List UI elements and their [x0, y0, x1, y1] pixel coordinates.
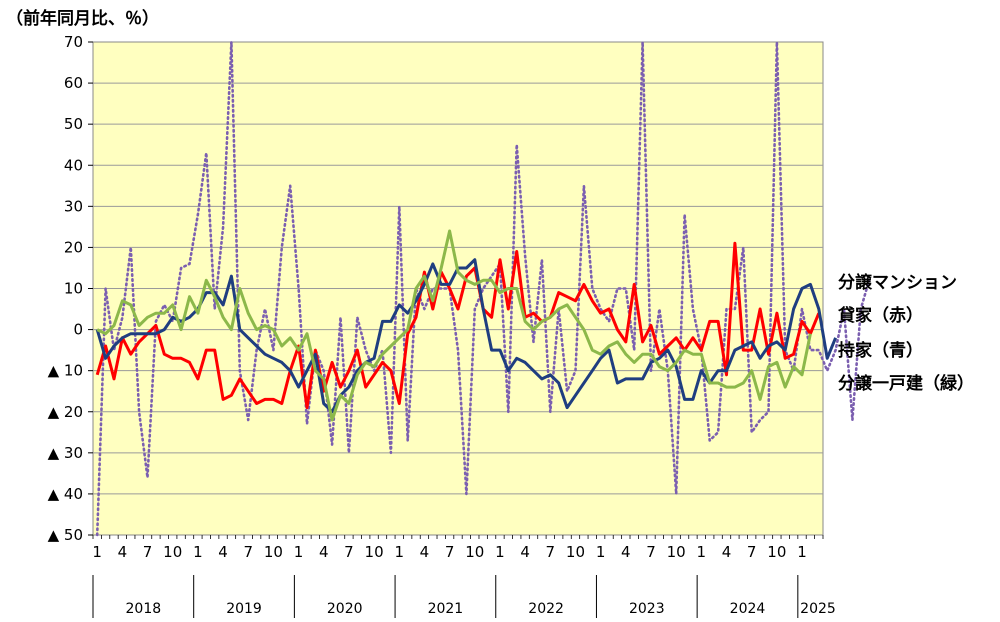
y-tick-label: 70	[64, 33, 83, 51]
y-tick-label: 30	[64, 197, 83, 215]
x-tick-label: 7	[143, 543, 153, 561]
y-tick-label: 0	[73, 321, 83, 339]
x-tick-label: 1	[697, 543, 707, 561]
series-lines	[95, 40, 871, 537]
x-tick-label: 7	[344, 543, 354, 561]
series-line-1	[95, 241, 821, 410]
x-axis: 1 4 7 10 1 4 7 10 1 4 7 10 1 4 7 10 1 4 7 10 1 4 7 10 1 4 7 10 12018…	[92, 535, 836, 618]
x-tick-label: 4	[218, 543, 228, 561]
x-tick-label: 7	[546, 543, 556, 561]
x-tick-label: 4	[420, 543, 430, 561]
x-tick-label: 10	[767, 543, 786, 561]
x-tick-label: 7	[445, 543, 455, 561]
y-tick-label: ▲ 50	[48, 526, 83, 544]
x-tick-label: 10	[163, 543, 182, 561]
y-axis-ticks: 70 60 50 40 30 20 10 0 ▲ 10 ▲ 20 ▲ 30 ▲ 40 ▲ 50	[48, 33, 93, 544]
x-tick-label: 10	[264, 543, 283, 561]
x-tick-label: 7	[243, 543, 253, 561]
legend-label: 貸家（赤）	[838, 306, 923, 327]
year-label: 2023	[629, 601, 665, 617]
x-tick-label: 4	[118, 543, 128, 561]
y-tick-label: 40	[64, 156, 83, 174]
year-label: 2021	[428, 601, 464, 617]
x-tick-label: 10	[566, 543, 585, 561]
y-tick-label: 50	[64, 115, 83, 133]
x-tick-label: 4	[722, 543, 732, 561]
x-tick-label: 10	[365, 543, 384, 561]
x-tick-label: 7	[747, 543, 757, 561]
x-tick-label: 1	[596, 543, 606, 561]
x-tick-label: 4	[621, 543, 631, 561]
x-tick-label: 1	[294, 543, 304, 561]
legend-label: 持家（青）	[838, 341, 923, 362]
series-line-2	[95, 258, 837, 414]
x-tick-label: 1	[92, 543, 102, 561]
y-tick-label: ▲ 10	[48, 362, 83, 380]
x-tick-label: 7	[646, 543, 656, 561]
x-tick-label: 1	[797, 543, 807, 561]
x-tick-label: 4	[319, 543, 329, 561]
y-tick-label: ▲ 30	[48, 444, 83, 462]
series-line-3	[96, 229, 812, 422]
x-tick-label: 1	[193, 543, 203, 561]
x-tick-label: 1	[394, 543, 404, 561]
x-tick-label: 10	[667, 543, 686, 561]
x-tick-label: 10	[465, 543, 484, 561]
year-label: 2020	[327, 601, 363, 617]
year-label: 2024	[730, 601, 766, 617]
y-tick-label: 10	[64, 280, 83, 298]
x-tick-label: 4	[520, 543, 530, 561]
series-line-0	[95, 40, 871, 537]
y-tick-label: ▲ 20	[48, 403, 83, 421]
y-tick-label: 20	[64, 238, 83, 256]
legend-label: 分譲マンション	[838, 273, 957, 294]
legend-label: 分譲一戸建（緑）	[838, 373, 974, 394]
unit-label: （前年同月比、％）	[6, 9, 159, 29]
y-tick-label: 60	[64, 74, 83, 92]
year-label: 2019	[226, 601, 262, 617]
x-tick-label: 1	[495, 543, 505, 561]
year-label: 2025	[800, 601, 836, 617]
y-tick-label: ▲ 40	[48, 485, 83, 503]
year-label: 2022	[528, 601, 564, 617]
year-label: 2018	[126, 601, 162, 617]
